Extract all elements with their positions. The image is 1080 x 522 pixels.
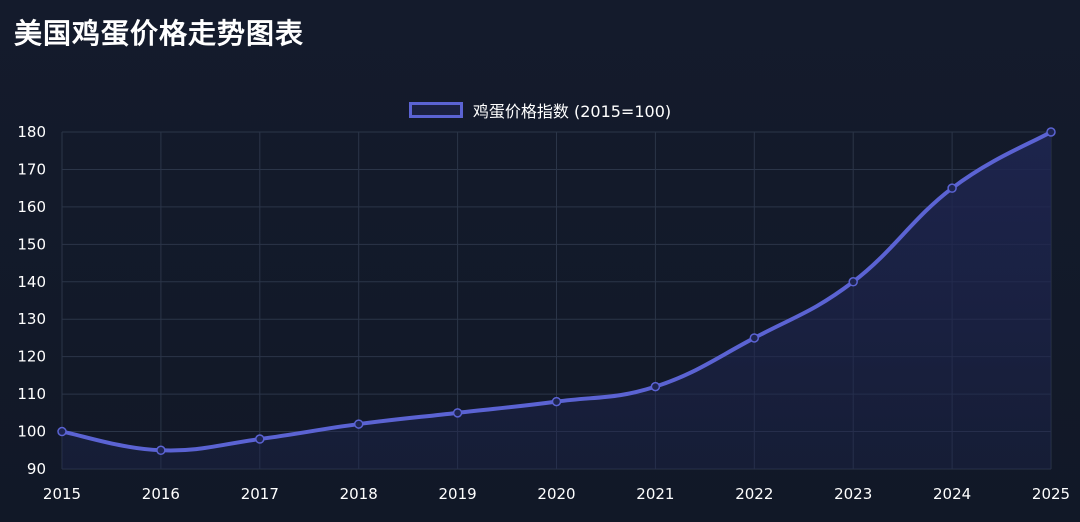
series-line-egg-index bbox=[60, 130, 1053, 453]
y-tick-label: 90 bbox=[27, 460, 46, 478]
y-tick-label: 180 bbox=[17, 123, 46, 141]
x-tick-label: 2020 bbox=[537, 485, 575, 503]
x-tick-label: 2018 bbox=[340, 485, 378, 503]
y-tick-label: 100 bbox=[17, 423, 46, 441]
y-tick-label: 160 bbox=[17, 198, 46, 216]
y-axis-ticks: 90 100 110 120 130 140 150 160 170 180 bbox=[17, 123, 46, 478]
data-point-2023[interactable] bbox=[848, 277, 858, 287]
data-point-2016[interactable] bbox=[156, 445, 166, 456]
y-tick-label: 140 bbox=[17, 273, 46, 291]
data-point-2017[interactable] bbox=[255, 434, 265, 444]
data-point-2021[interactable] bbox=[650, 381, 661, 392]
legend-label-egg-index[interactable]: 鸡蛋价格指数 (2015=100) bbox=[472, 102, 672, 121]
data-point-2020[interactable] bbox=[551, 396, 562, 407]
x-tick-label: 2021 bbox=[636, 485, 674, 503]
x-tick-label: 2017 bbox=[241, 485, 279, 503]
data-point-2025[interactable] bbox=[1046, 127, 1056, 137]
x-tick-label: 2023 bbox=[834, 485, 872, 503]
y-tick-label: 150 bbox=[17, 235, 46, 253]
data-point-2015[interactable] bbox=[57, 426, 67, 437]
x-tick-label: 2022 bbox=[735, 485, 773, 503]
y-tick-label: 110 bbox=[17, 385, 46, 403]
x-tick-label: 2019 bbox=[439, 485, 477, 503]
page-title: 美国鸡蛋价格走势图表 bbox=[14, 17, 305, 50]
line-layer bbox=[60, 130, 1053, 453]
series-area-egg-index bbox=[62, 132, 1051, 469]
x-axis-ticks: 2015 2016 2017 2018 2019 2020 2021 2022 2023 2024… bbox=[43, 485, 1070, 503]
x-tick-label: 2015 bbox=[43, 485, 81, 503]
data-point-2022[interactable] bbox=[749, 333, 760, 343]
point-layer bbox=[57, 127, 1056, 456]
legend-swatch-egg-index[interactable] bbox=[408, 102, 463, 118]
x-tick-label: 2016 bbox=[142, 485, 180, 503]
x-tick-label: 2025 bbox=[1032, 485, 1070, 503]
area-layer bbox=[62, 132, 1051, 469]
x-tick-label: 2024 bbox=[933, 485, 971, 503]
data-point-2024[interactable] bbox=[947, 183, 957, 193]
y-tick-label: 170 bbox=[17, 160, 46, 178]
y-tick-label: 120 bbox=[17, 348, 46, 366]
data-point-2018[interactable] bbox=[353, 419, 364, 429]
data-point-2019[interactable] bbox=[452, 408, 463, 418]
y-tick-label: 130 bbox=[17, 310, 46, 328]
chart-legend[interactable]: 鸡蛋价格指数 (2015=100) bbox=[0, 98, 1080, 122]
